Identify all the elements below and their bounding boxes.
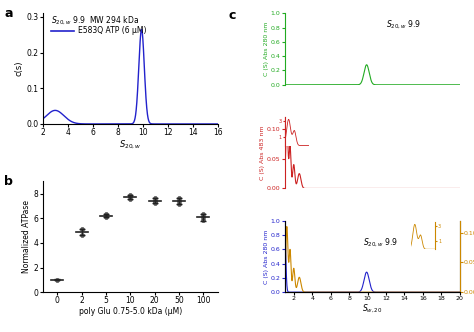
Point	[175, 201, 183, 207]
Point	[102, 214, 110, 220]
Text: a: a	[4, 7, 13, 20]
Text: $S_{20,w}$ 9.9: $S_{20,w}$ 9.9	[386, 19, 421, 31]
Text: $S_{20,w}$ 9.9: $S_{20,w}$ 9.9	[364, 236, 399, 249]
Point	[200, 211, 207, 217]
Y-axis label: C (S) Abs 280 nm: C (S) Abs 280 nm	[264, 22, 269, 76]
Point	[175, 198, 183, 204]
Y-axis label: Normalized ATPase: Normalized ATPase	[22, 200, 31, 273]
Point	[127, 197, 134, 202]
X-axis label: $S_{20,w}$: $S_{20,w}$	[119, 138, 142, 151]
Point	[78, 226, 85, 231]
Point	[102, 212, 110, 217]
X-axis label: $S_{w,20}$: $S_{w,20}$	[362, 303, 383, 315]
Point	[151, 195, 158, 201]
Text: b: b	[4, 175, 13, 188]
Y-axis label: C (S) Abs 280 nm: C (S) Abs 280 nm	[264, 229, 269, 284]
Point	[200, 214, 207, 220]
Point	[127, 194, 134, 199]
Point	[151, 198, 158, 203]
Point	[127, 192, 134, 198]
Point	[175, 196, 183, 201]
Point	[151, 201, 158, 206]
Point	[78, 233, 85, 238]
Text: E583Q ATP (6 μM): E583Q ATP (6 μM)	[78, 27, 146, 36]
Text: c: c	[228, 9, 236, 22]
Text: $S_{20,w}$ 9.9  MW 294 kDa: $S_{20,w}$ 9.9 MW 294 kDa	[51, 14, 139, 27]
Y-axis label: c(s): c(s)	[15, 61, 24, 76]
Y-axis label: C (S) Abs 483 nm: C (S) Abs 483 nm	[260, 125, 265, 180]
X-axis label: poly Glu 0.75-5.0 kDa (μM): poly Glu 0.75-5.0 kDa (μM)	[79, 307, 182, 316]
Point	[54, 278, 61, 283]
Point	[200, 217, 207, 223]
